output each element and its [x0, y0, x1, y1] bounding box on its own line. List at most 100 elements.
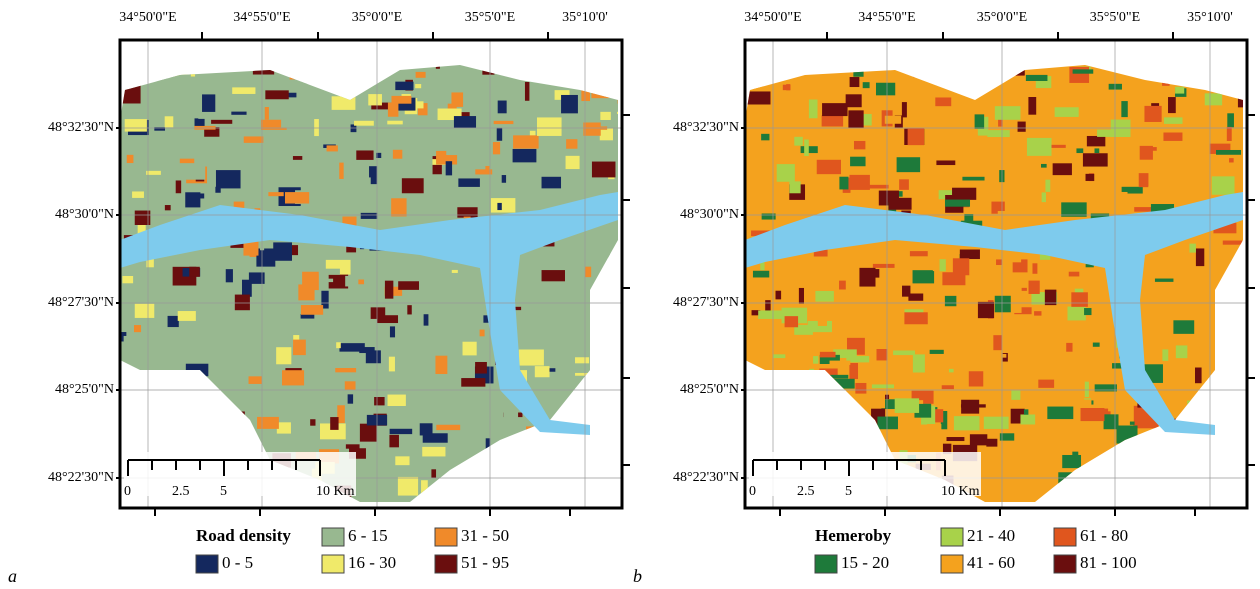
land-patch: [869, 185, 889, 189]
land-patch: [1085, 382, 1089, 397]
land-patch: [606, 329, 621, 343]
land-patch: [1139, 173, 1149, 187]
land-patch: [1188, 109, 1197, 115]
land-patch: [485, 466, 508, 478]
land-patch: [411, 199, 434, 211]
land-patch: [1225, 81, 1230, 87]
land-patch: [134, 325, 141, 332]
land-patch: [390, 326, 395, 337]
legend-label: 0 - 5: [222, 553, 253, 572]
land-patch: [143, 71, 168, 82]
land-patch: [458, 178, 480, 186]
land-patch: [894, 52, 899, 68]
land-patch: [822, 103, 847, 116]
land-patch: [497, 128, 502, 141]
land-patch: [139, 377, 152, 384]
land-patch: [1133, 63, 1141, 70]
land-patch: [464, 385, 474, 403]
lat-label: 48°27'30"N: [48, 295, 114, 310]
land-patch: [937, 151, 942, 161]
land-patch: [346, 444, 360, 448]
land-patch: [591, 82, 609, 98]
land-patch: [1168, 97, 1176, 113]
land-patch: [395, 82, 413, 90]
land-patch: [777, 164, 795, 182]
land-patch: [345, 381, 356, 390]
land-patch: [853, 64, 863, 76]
land-patch: [1162, 349, 1168, 360]
land-patch: [566, 156, 580, 169]
land-patch: [934, 409, 943, 422]
land-patch: [1227, 127, 1232, 141]
land-patch: [149, 364, 157, 377]
land-patch: [485, 166, 489, 172]
land-patch: [285, 192, 309, 203]
land-patch: [525, 82, 529, 101]
land-patch: [482, 64, 494, 74]
land-patch: [213, 67, 221, 72]
land-patch: [1223, 241, 1243, 245]
land-patch: [454, 116, 476, 128]
land-patch: [597, 394, 603, 402]
land-patch: [524, 102, 536, 112]
land-patch: [420, 423, 433, 435]
land-patch: [784, 47, 801, 56]
land-patch: [1067, 424, 1081, 434]
land-patch: [954, 416, 980, 430]
land-patch: [953, 73, 964, 76]
land-patch: [770, 58, 793, 74]
land-patch: [1243, 246, 1255, 249]
land-patch: [277, 422, 291, 433]
land-patch: [1042, 192, 1046, 202]
land-patch: [1115, 457, 1139, 465]
land-patch: [1220, 310, 1233, 316]
legend-label: 81 - 100: [1080, 553, 1137, 572]
land-patch: [475, 362, 487, 374]
land-patch: [575, 363, 598, 373]
land-patch: [601, 368, 609, 378]
land-patch: [336, 71, 342, 89]
land-patch: [607, 386, 616, 389]
land-patch: [394, 503, 412, 519]
land-patch: [877, 253, 901, 261]
land-patch: [518, 459, 528, 462]
land-patch: [519, 349, 544, 365]
land-patch: [992, 289, 1000, 296]
land-patch: [1192, 70, 1207, 81]
land-patch: [942, 272, 965, 285]
land-patch: [174, 402, 195, 407]
land-patch: [1205, 372, 1210, 381]
land-patch: [596, 319, 603, 333]
land-patch: [1087, 136, 1105, 146]
land-patch: [884, 47, 888, 52]
land-patch: [1141, 286, 1158, 292]
legend-swatch: [1054, 555, 1076, 573]
legend-label: 21 - 40: [967, 526, 1015, 545]
legend-swatch: [1054, 528, 1076, 546]
land-patch: [362, 71, 369, 84]
land-patch: [585, 267, 591, 277]
land-patch: [1139, 72, 1156, 77]
land-patch: [218, 406, 233, 419]
legend-label: 16 - 30: [348, 553, 396, 572]
land-patch: [949, 369, 954, 373]
land-patch: [824, 410, 832, 423]
land-patch: [781, 421, 796, 428]
land-patch: [838, 499, 856, 513]
land-patch: [839, 281, 846, 290]
land-patch: [511, 473, 524, 489]
land-patch: [1219, 429, 1230, 433]
land-patch: [339, 163, 343, 179]
land-patch: [431, 107, 436, 113]
land-patch: [486, 438, 491, 450]
land-patch: [127, 54, 140, 70]
land-patch: [753, 271, 769, 278]
scale-label: 0: [124, 484, 131, 499]
land-patch: [839, 177, 848, 190]
legend-swatch: [941, 555, 963, 573]
land-patch: [1187, 401, 1204, 405]
land-patch: [310, 419, 315, 425]
land-patch: [1229, 158, 1234, 162]
lat-label: 48°22'30"N: [48, 470, 114, 485]
land-patch: [872, 384, 894, 388]
